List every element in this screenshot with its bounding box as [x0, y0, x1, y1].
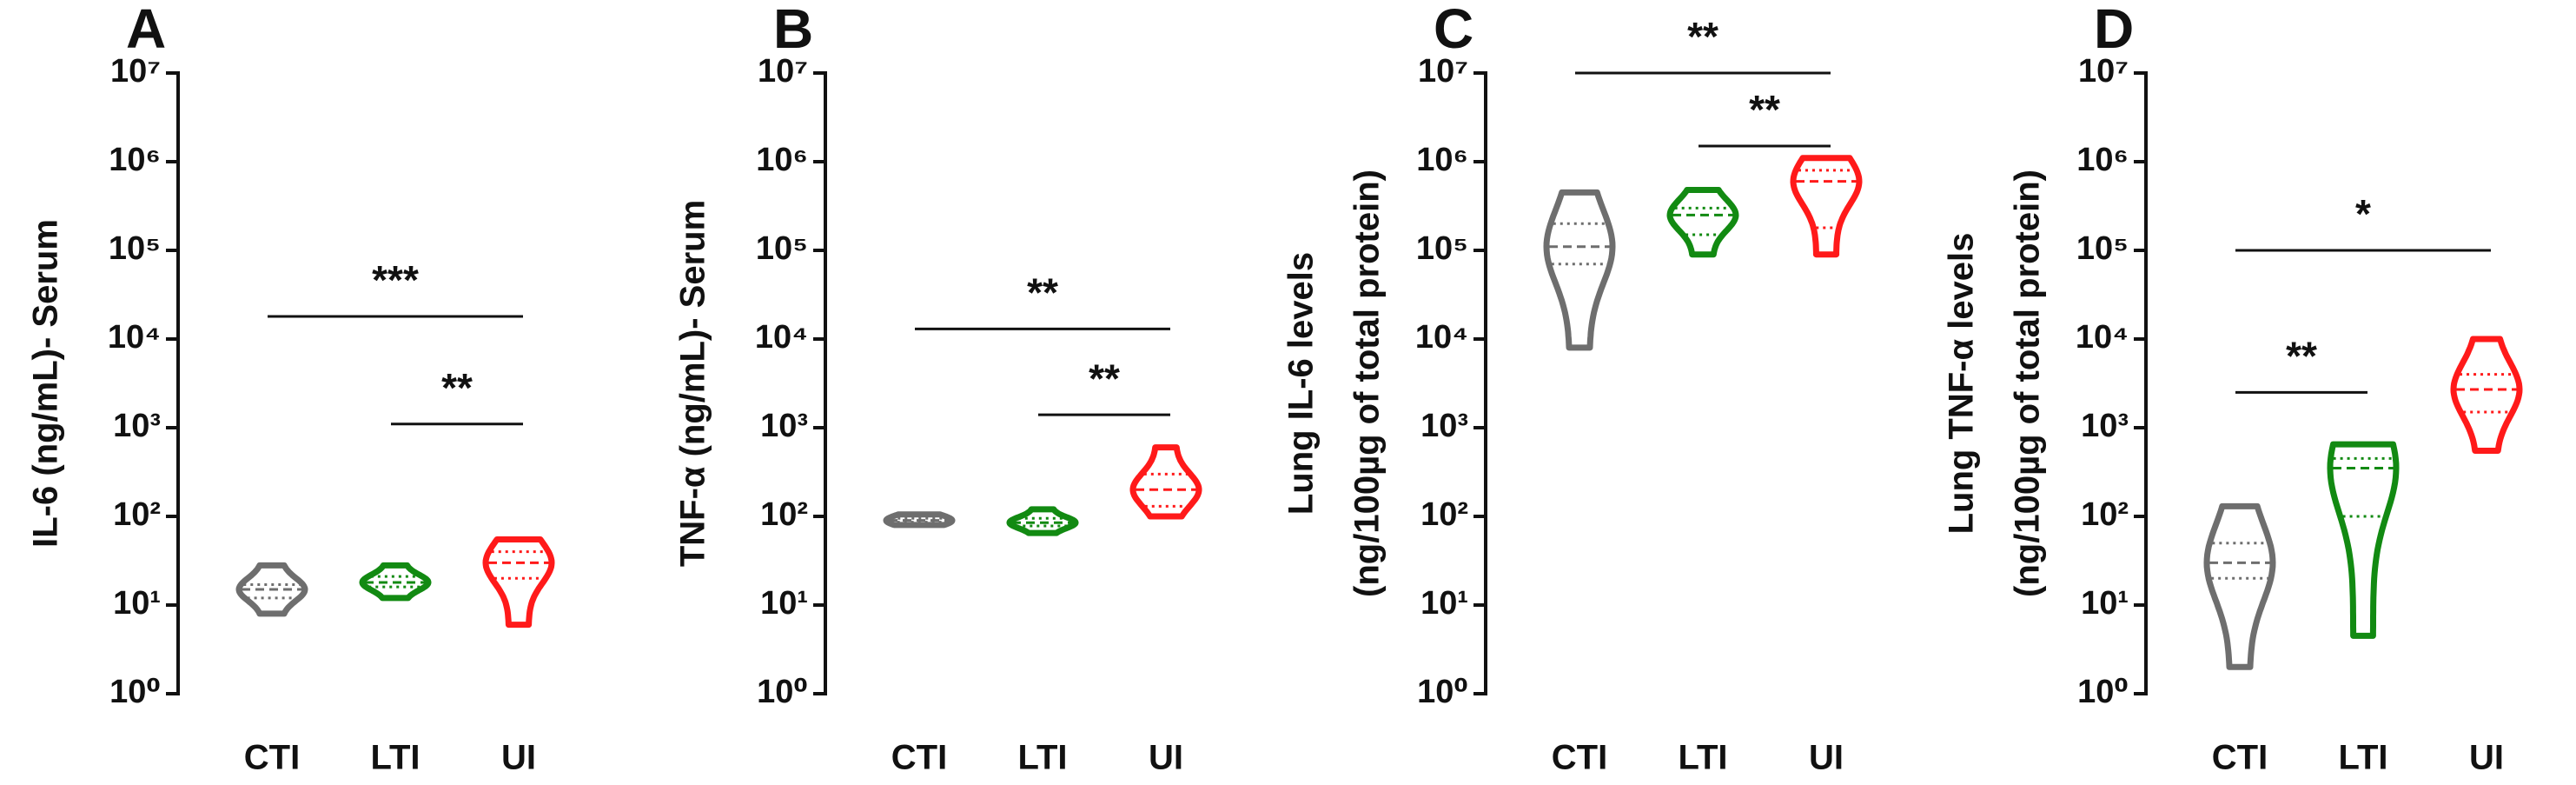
- y-tick-label: 10¹: [2081, 585, 2129, 622]
- violin: [1129, 444, 1202, 520]
- x-tick-label: UI: [1809, 739, 1844, 777]
- y-tick-label: 10⁴: [755, 319, 808, 356]
- y-tick-label: 10³: [1420, 408, 1468, 444]
- y-tick-label: 10⁷: [110, 53, 161, 90]
- panel: B TNF-α (ng/mL)- Serum 10⁰ 10¹ 10² 10³ 10⁴ 10⁵ 1…: [674, 0, 1202, 777]
- y-tick-label: 10³: [113, 408, 161, 444]
- y-tick-label: 10⁶: [109, 142, 161, 178]
- violin: [1790, 155, 1863, 258]
- x-tick-label: UI: [501, 739, 536, 777]
- x-tick-label: CTI: [1552, 739, 1607, 777]
- violin: [1006, 506, 1079, 536]
- y-tick-label: 10⁵: [2076, 230, 2129, 267]
- y-tick-label: 10¹: [113, 585, 161, 622]
- significance-label: **: [1027, 270, 1058, 316]
- violin: [2450, 336, 2523, 454]
- y-axis-label: (ng/100µg of total protein): [1348, 170, 1387, 597]
- y-axis-label: TNF-α (ng/mL)- Serum: [674, 200, 712, 567]
- significance-label: **: [1749, 87, 1780, 132]
- y-tick-label: 10¹: [760, 585, 808, 622]
- x-tick-label: LTI: [1678, 739, 1727, 777]
- y-tick-label: 10²: [760, 496, 808, 533]
- y-axis-label: Lung TNF-α levels: [1943, 233, 1981, 535]
- x-tick-label: UI: [2469, 739, 2504, 777]
- violin: [482, 536, 555, 629]
- x-tick-label: LTI: [370, 739, 420, 777]
- panel-letter: D: [2094, 0, 2134, 60]
- significance-label: **: [2286, 334, 2317, 379]
- y-axis-label: Lung IL-6 levels: [1282, 252, 1321, 515]
- y-tick-label: 10⁰: [757, 674, 808, 710]
- y-tick-label: 10²: [2081, 496, 2129, 533]
- x-tick-label: UI: [1149, 739, 1183, 777]
- y-tick-label: 10¹: [1420, 585, 1468, 622]
- y-tick-label: 10³: [2081, 408, 2129, 444]
- y-tick-label: 10⁷: [758, 53, 808, 90]
- y-tick-label: 10²: [113, 496, 161, 533]
- y-tick-label: 10⁶: [756, 142, 808, 178]
- y-axis-label: IL-6 (ng/mL)- Serum: [27, 219, 65, 548]
- y-tick-label: 10⁵: [109, 230, 161, 267]
- y-tick-label: 10⁷: [1418, 53, 1468, 90]
- violin: [1666, 187, 1739, 258]
- significance-label: **: [1089, 356, 1120, 401]
- y-tick-label: 10⁶: [2076, 142, 2129, 178]
- y-tick-label: 10⁵: [1416, 230, 1468, 267]
- significance-label: ***: [372, 257, 419, 303]
- y-tick-label: 10⁰: [109, 674, 161, 710]
- panel-letter: B: [773, 0, 813, 60]
- violin: [1543, 189, 1616, 351]
- panel: C Lung IL-6 levels (ng/100µg of total prot…: [1282, 0, 1863, 777]
- significance-label: **: [441, 365, 473, 410]
- y-axis-label: (ng/100µg of total protein): [2009, 170, 2047, 597]
- y-tick-label: 10⁵: [756, 230, 808, 267]
- panel-letter: A: [126, 0, 166, 60]
- y-tick-label: 10⁴: [2076, 319, 2129, 356]
- panel: D Lung TNF-α levels (ng/100µg of total pro…: [1943, 0, 2523, 777]
- significance-label: **: [1687, 14, 1718, 59]
- violin: [2203, 502, 2276, 670]
- violin: [2327, 441, 2400, 639]
- panel-letter: C: [1434, 0, 1473, 60]
- y-tick-label: 10⁷: [2078, 53, 2129, 90]
- x-tick-label: LTI: [2338, 739, 2387, 777]
- x-tick-label: CTI: [891, 739, 947, 777]
- y-tick-label: 10⁴: [1415, 319, 1468, 356]
- y-tick-label: 10⁰: [1417, 674, 1468, 710]
- y-tick-label: 10³: [760, 408, 808, 444]
- significance-label: *: [2355, 191, 2371, 236]
- y-tick-label: 10⁰: [2077, 674, 2129, 710]
- x-tick-label: CTI: [2212, 739, 2268, 777]
- x-tick-label: LTI: [1017, 739, 1067, 777]
- y-tick-label: 10⁶: [1416, 142, 1468, 178]
- x-tick-label: CTI: [244, 739, 300, 777]
- y-tick-label: 10²: [1420, 496, 1468, 533]
- y-tick-label: 10⁴: [108, 319, 161, 356]
- panel: A IL-6 (ng/mL)- Serum 10⁰ 10¹ 10² 10³ 10⁴ 10⁵ 10…: [27, 0, 555, 777]
